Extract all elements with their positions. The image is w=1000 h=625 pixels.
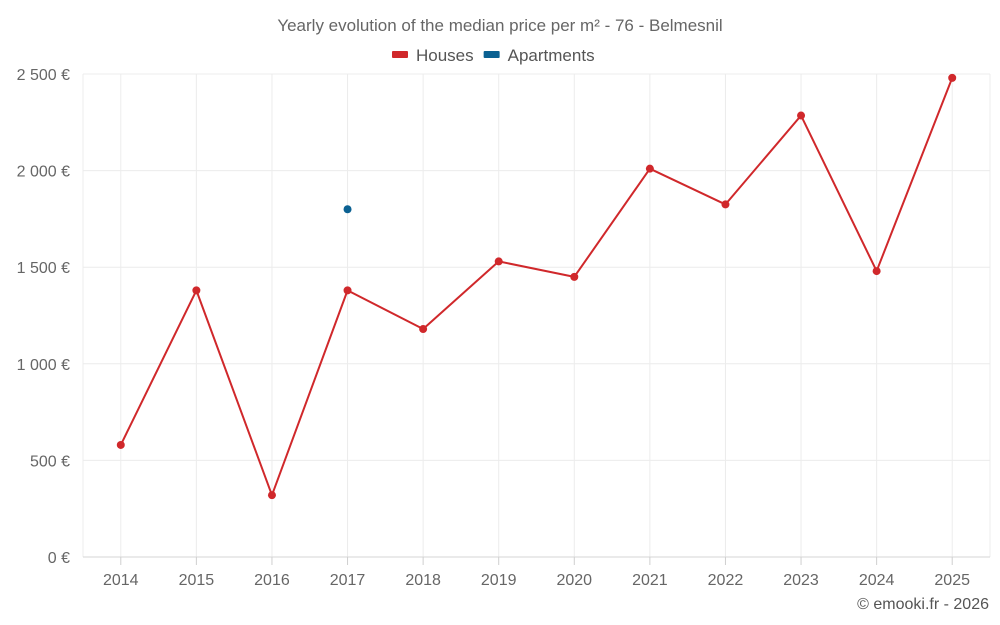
x-tick-label: 2020 [556, 572, 592, 589]
houses-point-2018 [419, 325, 428, 334]
series-layer [116, 73, 957, 500]
legend: Houses Apartments [392, 46, 595, 65]
x-tick-label: 2019 [481, 572, 517, 589]
y-tick-label: 1 500 € [17, 260, 70, 277]
x-tick-label: 2023 [783, 572, 819, 589]
houses-line [119, 77, 954, 497]
legend-label-apartments: Apartments [508, 46, 595, 65]
houses-point-2025 [948, 73, 957, 82]
houses-point-2019 [494, 257, 503, 266]
y-tick-label: 2 000 € [17, 164, 70, 181]
chart-title: Yearly evolution of the median price per… [277, 16, 722, 35]
x-tick-label: 2014 [103, 572, 139, 589]
houses-point-2024 [872, 267, 881, 276]
x-tick-label: 2017 [330, 572, 366, 589]
houses-point-2022 [721, 200, 730, 209]
legend-swatch-apartments [483, 51, 500, 58]
legend-label-houses: Houses [416, 46, 474, 65]
grid [82, 73, 991, 557]
y-tick-label: 1 000 € [17, 357, 70, 374]
houses-point-2014 [116, 440, 125, 449]
y-tick-label: 500 € [30, 453, 70, 470]
y-tick-label: 0 € [48, 550, 70, 567]
houses-point-2015 [192, 286, 201, 295]
x-tick-label: 2015 [179, 572, 215, 589]
x-tick-label: 2025 [934, 572, 970, 589]
credit-text: © emooki.fr - 2026 [857, 596, 989, 613]
apartments-point-2017 [343, 205, 352, 214]
x-tick-label: 2022 [708, 572, 744, 589]
houses-point-2020 [570, 272, 579, 281]
x-tick-label: 2021 [632, 572, 668, 589]
y-tick-label: 2 500 € [17, 67, 70, 84]
houses-point-2016 [267, 491, 276, 500]
x-tick-label: 2024 [859, 572, 895, 589]
y-axis: 0 € 500 € 1 000 € 1 500 € 2 000 € 2 500 € [17, 67, 70, 567]
x-tick-label: 2018 [405, 572, 441, 589]
x-axis: 2014 2015 2016 2017 2018 2019 2020 2021 2022 2023… [83, 556, 990, 589]
houses-point-2021 [645, 164, 654, 173]
legend-swatch-houses [392, 51, 408, 58]
x-tick-label: 2016 [254, 572, 290, 589]
houses-point-2023 [797, 111, 806, 120]
houses-point-2017 [343, 286, 352, 295]
